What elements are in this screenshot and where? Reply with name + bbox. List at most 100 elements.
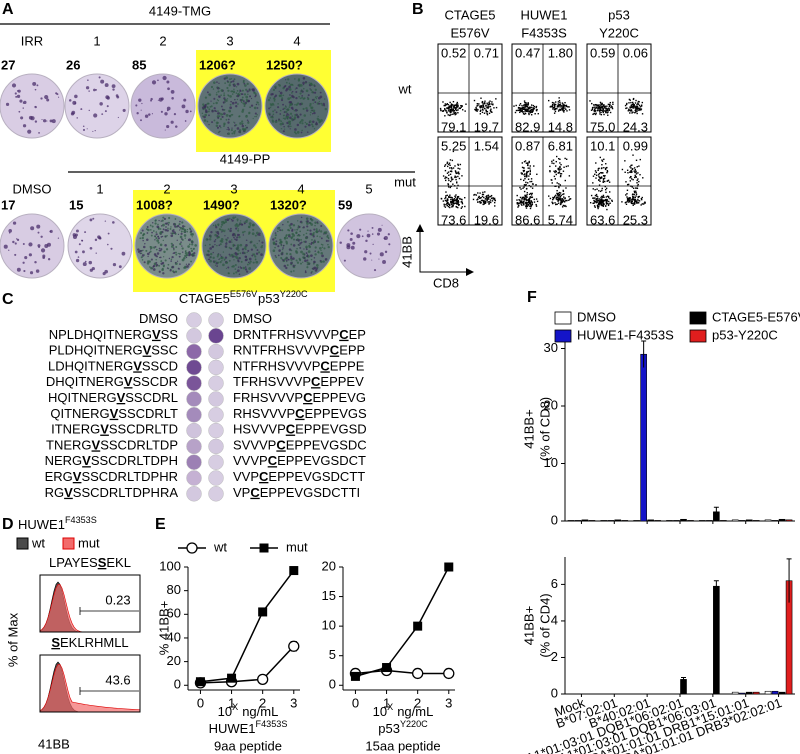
event-dot <box>449 105 450 106</box>
event-dot <box>520 103 521 104</box>
well-spot <box>143 246 146 249</box>
event-dot <box>459 108 460 109</box>
event-dot <box>566 159 567 160</box>
quadrant-value: 75.0 <box>590 119 615 134</box>
event-dot <box>637 166 638 167</box>
event-dot <box>602 108 603 109</box>
well-spot <box>322 247 323 248</box>
well-spot <box>215 225 216 226</box>
well-spot <box>288 259 290 261</box>
well-spot <box>219 258 220 259</box>
well-spot <box>218 244 220 246</box>
well-spot <box>240 244 243 247</box>
well-spot <box>215 265 216 266</box>
event-dot <box>450 159 451 160</box>
series-line <box>200 571 293 682</box>
well-spot <box>229 84 231 86</box>
well-spot <box>212 257 214 259</box>
well-spot <box>314 128 315 129</box>
event-dot <box>440 108 441 109</box>
event-dot <box>633 107 634 108</box>
event-dot <box>608 197 609 198</box>
event-dot <box>447 183 448 184</box>
event-dot <box>484 200 485 201</box>
event-dot <box>626 107 627 108</box>
event-dot <box>525 184 526 185</box>
well-spot <box>247 94 249 96</box>
well-spot <box>156 264 159 267</box>
well-spot <box>273 89 275 91</box>
peptide-part: DMSO <box>233 311 272 326</box>
well-spot <box>297 220 298 221</box>
well-label: IRR <box>21 33 43 48</box>
well-spot <box>287 117 289 119</box>
well-spot <box>24 256 27 259</box>
spot-count: 17 <box>1 197 15 212</box>
event-dot <box>528 171 529 172</box>
event-dot <box>531 197 532 198</box>
well-spot <box>274 237 276 239</box>
well-spot <box>166 81 169 84</box>
well-spot <box>365 240 367 242</box>
well-spot <box>151 232 153 234</box>
well-spot <box>252 88 255 91</box>
event-dot <box>637 199 638 200</box>
well-spot <box>168 217 170 219</box>
event-dot <box>448 164 449 165</box>
well-spot <box>169 258 170 259</box>
event-dot <box>626 204 627 205</box>
well-spot <box>313 84 315 86</box>
event-dot <box>638 101 639 102</box>
well-spot <box>237 93 239 95</box>
well-spot <box>146 232 148 234</box>
well-spot <box>280 94 282 96</box>
well-spot <box>235 264 237 266</box>
well-spot <box>226 246 228 248</box>
event-dot <box>558 105 559 106</box>
well-spot <box>317 116 318 117</box>
well-spot <box>156 233 158 235</box>
event-dot <box>460 105 461 106</box>
well-spot <box>229 240 232 243</box>
event-dot <box>607 180 608 181</box>
marker <box>289 566 298 575</box>
well-spot <box>164 112 167 115</box>
well-spot <box>300 239 302 241</box>
well-spot <box>251 104 253 106</box>
well-spot <box>290 257 292 259</box>
well-spot <box>179 229 180 230</box>
event-dot <box>443 175 444 176</box>
event-dot <box>555 165 556 166</box>
well-spot <box>225 219 227 221</box>
well-spot <box>372 244 373 245</box>
event-dot <box>603 167 604 168</box>
well-spot <box>105 110 107 112</box>
event-dot <box>526 196 527 197</box>
well-spot <box>244 223 246 225</box>
event-dot <box>458 171 459 172</box>
well-spot <box>229 95 232 98</box>
well-spot <box>295 88 296 89</box>
marker <box>187 543 197 553</box>
panel-letter: B <box>412 1 424 18</box>
event-dot <box>531 181 532 182</box>
well-spot <box>189 228 191 230</box>
x-axis-label: 15aa peptide <box>365 738 440 753</box>
well-spot <box>226 268 227 269</box>
well-spot <box>268 107 270 109</box>
event-dot <box>607 112 608 113</box>
well-spot <box>249 88 251 90</box>
event-dot <box>483 202 484 203</box>
well-spot <box>305 236 308 239</box>
quadrant-value: 73.6 <box>441 212 466 227</box>
well-spot <box>213 261 215 263</box>
well-spot <box>34 261 36 263</box>
well-spot <box>302 253 305 256</box>
well-spot <box>303 108 305 110</box>
well-spot <box>4 245 8 249</box>
well-spot <box>93 113 97 117</box>
event-dot <box>604 178 605 179</box>
event-dot <box>594 174 595 175</box>
well-spot <box>309 88 310 89</box>
well-spot <box>292 262 293 263</box>
